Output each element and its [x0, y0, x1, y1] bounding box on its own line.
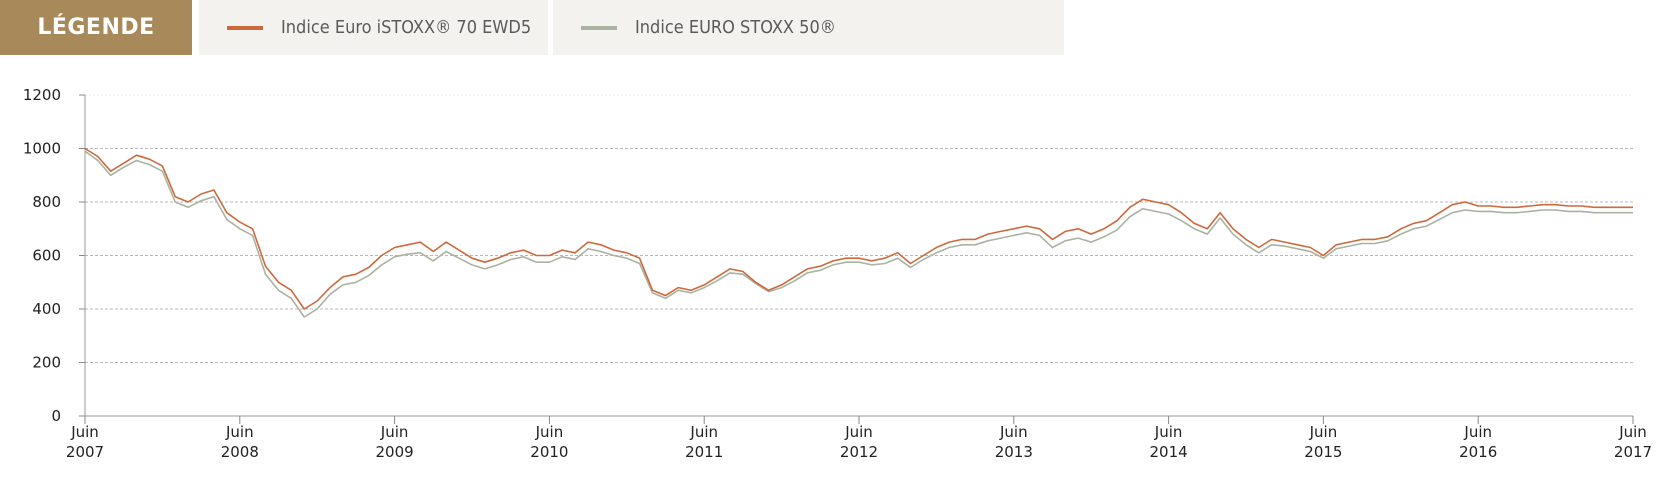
x-tick-month: Juin	[1309, 423, 1338, 441]
x-tick-year: 2016	[1459, 443, 1497, 461]
legend-swatch-istoxx	[227, 25, 263, 30]
x-tick-month: Juin	[689, 423, 718, 441]
legend-label-eurostoxx: Indice EURO STOXX 50®	[635, 17, 836, 38]
legend: LÉGENDE Indice Euro iSTOXX® 70 EWD5 Indi…	[0, 0, 1064, 55]
x-tick-month: Juin	[999, 423, 1028, 441]
x-tick-year: 2010	[530, 443, 568, 461]
legend-item-eurostoxx: Indice EURO STOXX 50®	[553, 0, 1064, 55]
legend-swatch-eurostoxx	[581, 25, 617, 30]
y-tick-label: 600	[32, 247, 61, 265]
y-tick-labels: 0 200 400 600 800 1000 1200	[23, 86, 61, 425]
series-line-0	[84, 147, 1633, 310]
x-tick-year: 2014	[1150, 443, 1188, 461]
x-tick-year: 2017	[1614, 443, 1652, 461]
x-tick-month: Juin	[535, 423, 564, 441]
axes	[79, 94, 1634, 424]
series-line-1	[84, 150, 1633, 318]
y-tick-label: 200	[32, 354, 61, 372]
x-tick-year: 2015	[1304, 443, 1342, 461]
y-tick-label: 400	[32, 300, 61, 318]
x-tick-month: Juin	[70, 423, 99, 441]
x-tick-year: 2009	[376, 443, 414, 461]
series-layer	[84, 147, 1633, 318]
x-tick-year: 2007	[66, 443, 104, 461]
x-tick-month: Juin	[380, 423, 409, 441]
legend-item-istoxx: Indice Euro iSTOXX® 70 EWD5	[199, 0, 548, 55]
y-tick-label: 800	[32, 193, 61, 211]
y-tick-label: 1200	[23, 86, 61, 104]
x-tick-year: 2013	[995, 443, 1033, 461]
y-tick-label: 0	[51, 407, 61, 425]
legend-label-istoxx: Indice Euro iSTOXX® 70 EWD5	[281, 17, 532, 38]
x-tick-year: 2011	[685, 443, 723, 461]
y-tick-label: 1000	[23, 140, 61, 158]
x-tick-month: Juin	[225, 423, 254, 441]
gridlines	[85, 94, 1633, 363]
x-tick-month: Juin	[1154, 423, 1183, 441]
x-tick-year: 2008	[221, 443, 259, 461]
x-tick-month: Juin	[1463, 423, 1492, 441]
x-tick-labels: Juin 2007 Juin 2008 Juin 2009 Juin 2010 Juin 2011…	[66, 423, 1652, 461]
legend-title: LÉGENDE	[0, 0, 192, 55]
x-tick-month: Juin	[1618, 423, 1647, 441]
x-tick-month: Juin	[844, 423, 873, 441]
x-tick-year: 2012	[840, 443, 878, 461]
